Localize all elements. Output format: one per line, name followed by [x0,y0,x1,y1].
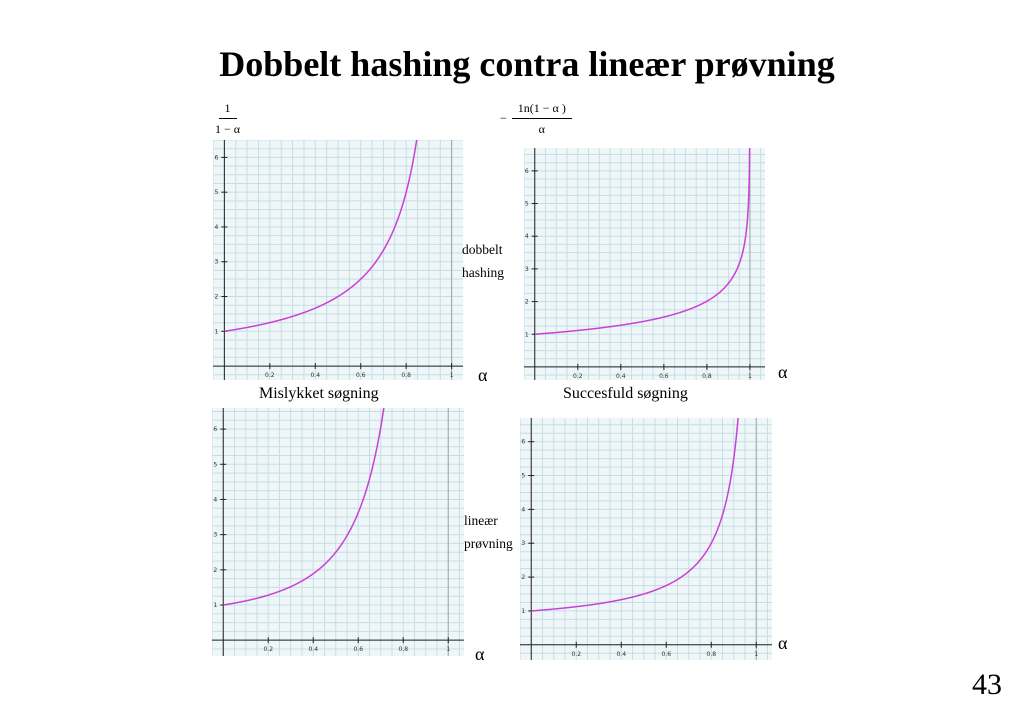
plot-linear-probing-successful: 0.2 0.4 0.6 0.8 1 1 2 3 4 5 6 [520,418,772,660]
formula-numerator: 1n(1 − α ) [511,100,572,119]
grid [524,148,765,380]
y-tick-label: 6 [213,426,217,433]
y-tick-label: 3 [525,266,529,273]
x-tick-label: 1 [450,372,454,379]
x-tick-label: 0.8 [702,373,712,380]
x-tick-label: 0.4 [616,373,626,380]
plot-double-hashing-successful: 0.2 0.4 0.6 0.8 1 1 2 3 4 5 6 [524,148,765,380]
x-tick-label: 0.4 [310,372,320,379]
x-tick-label: 0.6 [661,651,671,658]
formula-fraction: 1n(1 − α ) α [511,100,572,137]
y-tick-label: 2 [215,294,219,301]
y-tick-label: 4 [215,224,219,231]
y-tick-label: 3 [521,540,525,547]
plot-linear-probing-unsuccessful: 0.2 0.4 0.6 0.8 1 1 2 3 4 5 6 [212,408,464,656]
y-tick-label: 3 [215,259,219,266]
alpha-axis-label: α [778,362,788,382]
series-line [531,418,739,612]
label-line: prøvning [464,536,513,551]
x-tick-label: 0.6 [356,372,366,379]
grid [213,140,463,380]
label-line: lineær [464,513,498,528]
x-tick-label: 1 [754,651,758,658]
label-double-hashing: dobbelt hashing [462,238,504,284]
series-line [534,148,751,335]
series-line [223,408,385,606]
formula-successful: − 1n(1 − α ) α [500,100,572,137]
x-tick-label: 0.2 [573,373,583,380]
grid [212,408,464,656]
alpha-axis-label: α [778,633,788,653]
y-tick-label: 1 [525,331,529,338]
y-tick-label: 2 [525,299,529,306]
series-line [224,140,418,333]
x-tick-label: 0.4 [616,651,626,658]
y-tick-label: 6 [215,154,219,161]
y-tick-label: 5 [521,473,525,480]
y-tick-label: 2 [213,567,217,574]
formula-denominator: α [538,122,545,136]
x-tick-label: 0.8 [401,372,411,379]
x-tick-label: 1 [748,373,752,380]
formula-fraction: 1 1 − α [209,100,246,137]
x-tick-label: 0.4 [308,646,318,653]
label-line: dobbelt [462,242,503,257]
y-tick-label: 4 [213,496,217,503]
label-line: hashing [462,265,504,280]
x-tick-label: 0.6 [659,373,669,380]
alpha-axis-label: α [478,365,488,385]
y-tick-label: 1 [215,328,219,335]
y-tick-label: 4 [521,506,525,513]
y-tick-label: 6 [525,168,529,175]
y-tick-label: 4 [525,233,529,240]
y-tick-label: 5 [213,461,217,468]
y-tick-label: 2 [521,574,525,581]
y-tick-label: 5 [215,189,219,196]
formula-sign: − [500,111,507,125]
y-tick-label: 5 [525,201,529,208]
x-tick-label: 1 [446,646,450,653]
x-tick-label: 0.8 [398,646,408,653]
plot-double-hashing-unsuccessful: 0.2 0.4 0.6 0.8 1 1 2 3 4 5 6 [213,140,463,380]
formula-unsuccessful: 1 1 − α [209,100,246,137]
label-linear-probing: lineær prøvning [464,509,513,555]
page-number: 43 [972,668,1002,701]
x-tick-label: 0.2 [265,372,275,379]
y-tick-label: 1 [213,602,217,609]
x-tick-label: 0.8 [706,651,716,658]
x-tick-label: 0.6 [353,646,363,653]
caption-unsuccessful: Mislykket søgning [259,385,379,402]
x-tick-label: 0.2 [571,651,581,658]
y-tick-label: 6 [521,439,525,446]
x-tick-label: 0.2 [263,646,273,653]
slide-title: Dobbelt hashing contra lineær prøvning [219,44,835,84]
formula-numerator: 1 [218,100,237,119]
alpha-axis-label: α [475,644,485,664]
y-tick-label: 3 [213,532,217,539]
caption-successful: Succesfuld søgning [563,385,688,402]
y-tick-label: 1 [521,608,525,615]
formula-denominator: 1 − α [215,122,241,136]
